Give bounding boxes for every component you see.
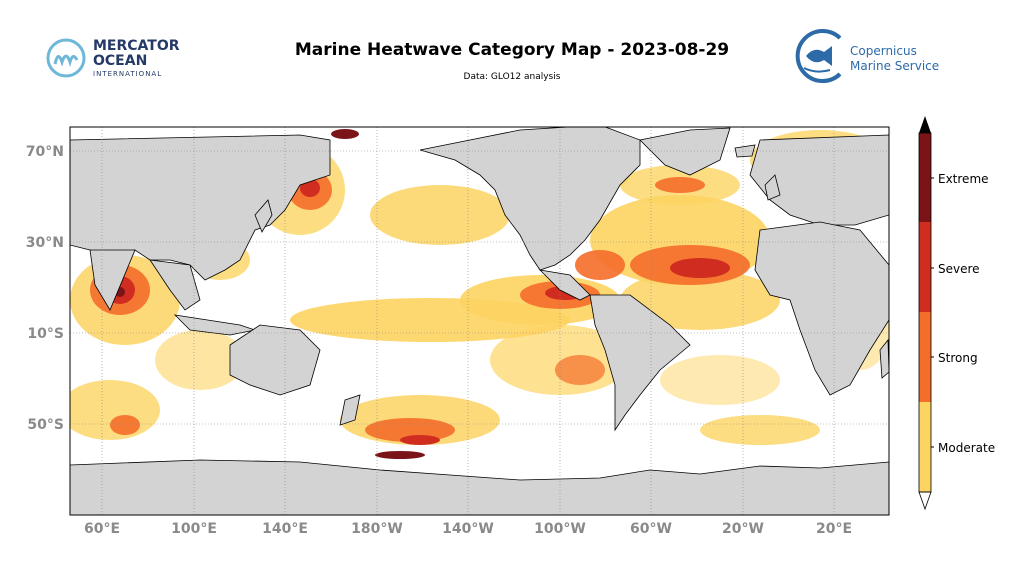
- mercator-word: MERCATOR: [93, 38, 180, 54]
- lon-tick-label: 140°E: [262, 521, 308, 537]
- land-south-america: [589, 294, 691, 432]
- colorbar-label-extreme: Extreme: [938, 172, 989, 186]
- land-madagascar: [879, 338, 889, 379]
- land-uk: [764, 174, 781, 201]
- lon-tick-label: 60°E: [84, 521, 120, 537]
- lon-tick-label: 20°E: [816, 521, 852, 537]
- land-india: [89, 249, 136, 311]
- lon-tick-label: 100°E: [171, 521, 217, 537]
- lat-tick-labels: 70°N 30°N 10°S 50°S: [26, 144, 64, 433]
- colorbar-label-strong: Strong: [938, 351, 978, 365]
- land-north-america: [419, 127, 641, 271]
- land-africa: [754, 221, 889, 396]
- copernicus-marine-logo: Copernicus Marine Service: [792, 28, 942, 84]
- lon-tick-label: 100°W: [534, 521, 586, 537]
- lon-tick-labels: 60°E 100°E 140°E 180°W 140°W 100°W 60°W …: [84, 521, 852, 537]
- marine-service-word: Marine Service: [850, 59, 940, 73]
- lon-tick-label: 20°W: [722, 521, 764, 537]
- land-japan: [254, 199, 273, 233]
- lat-tick-label: 10°S: [27, 326, 64, 342]
- colorbar-strong-segment: [919, 312, 931, 402]
- land-indonesia: [173, 314, 257, 336]
- colorbar-moderate-segment: [919, 402, 931, 492]
- lat-tick-label: 70°N: [26, 144, 64, 160]
- map-frame: [69, 126, 890, 516]
- category-colorbar: Extreme Severe Strong Moderate: [918, 116, 995, 511]
- land-masses: [70, 127, 889, 515]
- land-australia: [229, 324, 321, 396]
- colorbar-label-moderate: Moderate: [938, 441, 995, 455]
- mercator-wave-icon: [46, 38, 86, 78]
- colorbar-label-severe: Severe: [938, 262, 980, 276]
- lon-tick-label: 60°W: [630, 521, 672, 537]
- land-new-zealand: [339, 394, 361, 426]
- land-greenland: [639, 127, 731, 176]
- land-antarctica: [70, 459, 889, 515]
- international-word: INTERNATIONAL: [93, 70, 163, 78]
- copernicus-word: Copernicus: [850, 44, 917, 58]
- colorbar-extreme-segment: [919, 133, 931, 222]
- colorbar-frame: [918, 132, 932, 493]
- map-title: Marine Heatwave Category Map - 2023-08-2…: [294, 40, 730, 60]
- land-central-america: [538, 269, 591, 301]
- colorbar-top-arrow: [919, 116, 931, 133]
- colorbar-severe-segment: [919, 222, 931, 312]
- lon-tick-label: 140°W: [442, 521, 494, 537]
- ocean-word: OCEAN: [93, 53, 148, 69]
- colorbar-bottom-arrow: [918, 491, 932, 511]
- lat-tick-label: 50°S: [27, 417, 64, 433]
- map-subtitle: Data: GLO12 analysis: [463, 72, 561, 82]
- lon-tick-label: 180°W: [351, 521, 403, 537]
- copernicus-fish-icon: [795, 29, 842, 83]
- mercator-ocean-logo: MERCATOR OCEAN INTERNATIONAL: [46, 36, 196, 82]
- land-southeast-asia: [149, 259, 201, 311]
- lat-tick-label: 30°N: [26, 235, 64, 251]
